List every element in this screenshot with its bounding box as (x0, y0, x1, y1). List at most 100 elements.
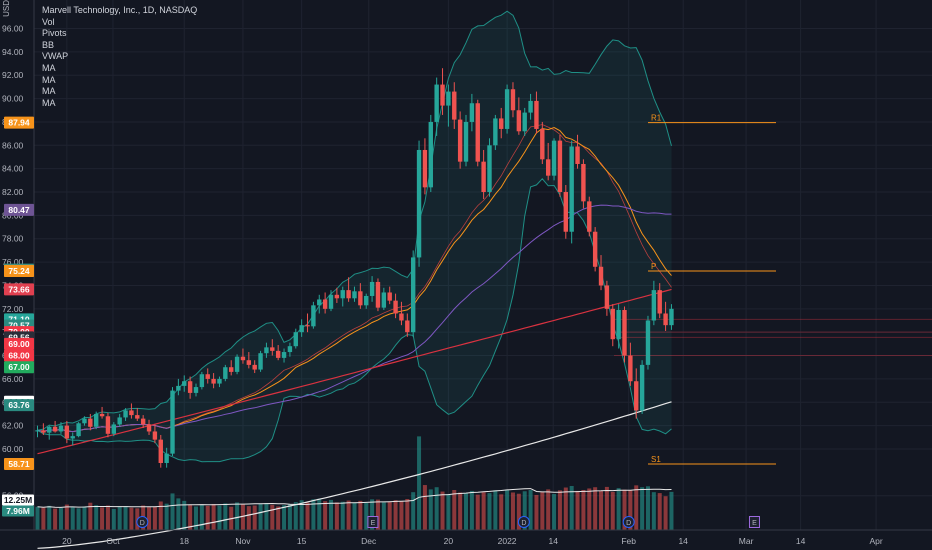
y-tick-label-16: 90.00 (2, 94, 24, 104)
y-tick-label-1: 60.00 (2, 444, 24, 454)
candle-body-65 (416, 149, 422, 258)
volume-bar-51 (334, 502, 339, 530)
volume-bar-11 (100, 507, 105, 530)
y-tick-label-2: 62.00 (2, 421, 24, 431)
volume-bar-22 (164, 503, 169, 530)
volume-bar-104 (645, 486, 650, 530)
candle-body-105 (651, 290, 657, 321)
x-tick-label-6: 20 (444, 536, 454, 546)
event-marker-4[interactable]: E (748, 516, 760, 528)
candle-body-75 (475, 103, 480, 162)
indicator-pivots[interactable]: Pivots (42, 28, 67, 39)
event-marker-1[interactable]: E (367, 516, 379, 528)
volume-bar-78 (493, 490, 498, 530)
volume-badge-0 (2, 494, 34, 506)
volume-badge-text-1: 7.96M (6, 506, 30, 516)
indicator-ma-1[interactable]: MA (42, 62, 56, 73)
candle-body-61 (393, 300, 398, 314)
symbol-title[interactable]: Marvell Technology, Inc., 1D, NASDAQ (42, 5, 198, 15)
candle-body-24 (176, 385, 181, 391)
candle-body-71 (452, 91, 457, 120)
volume-bar-98 (610, 491, 615, 530)
volume-bar-12 (105, 505, 110, 530)
volume-bar-77 (487, 493, 492, 530)
volume-bar-100 (622, 489, 627, 530)
volume-bar-1 (41, 507, 46, 530)
volume-bar-19 (147, 507, 152, 530)
candle-body-25 (182, 381, 187, 386)
y-tick-label-12: 82.00 (2, 187, 24, 197)
price-badge-12 (4, 361, 34, 374)
candle-body-108 (669, 308, 674, 326)
candle-body-52 (340, 290, 345, 299)
volume-bar-35 (240, 504, 245, 530)
candle-body-15 (123, 410, 128, 418)
volume-bar-108 (669, 491, 674, 530)
volume-bar-79 (499, 494, 504, 530)
candle-body-11 (99, 413, 105, 417)
indicator-ma-2[interactable]: MA (42, 74, 56, 85)
time-axis[interactable]: 20 Oct 18 Nov 15 Dec 20 2022 14 Feb 14 Mar 14 Apr (0, 529, 932, 546)
candle-body-29 (205, 374, 210, 379)
volume-bar-6 (70, 507, 75, 530)
y-tick-label-4: 66.00 (2, 374, 24, 384)
candle-body-38 (258, 353, 263, 370)
indicator-ma-4[interactable]: MA (42, 97, 56, 108)
volume-bar-105 (651, 492, 656, 530)
volume-bar-72 (458, 492, 463, 530)
volume-bar-30 (211, 503, 216, 530)
volume-bar-85 (534, 494, 539, 530)
volume-bar-4 (58, 507, 63, 530)
price-badge-1 (4, 203, 34, 216)
event-marker-3[interactable]: D (622, 516, 635, 528)
candle-body-18 (140, 418, 146, 425)
candle-body-8 (82, 418, 87, 424)
price-badge-4 (4, 264, 34, 277)
candle-body-10 (94, 413, 99, 427)
volume-bar-31 (217, 505, 222, 530)
candlestick-series[interactable] (35, 68, 674, 468)
indicator-vwap[interactable]: VWAP (42, 51, 69, 62)
volume-bar-96 (599, 490, 604, 530)
volume-bar-64 (411, 492, 416, 530)
volume-bar-69 (440, 491, 445, 530)
candle-body-70 (446, 91, 451, 106)
volume-bar-84 (528, 490, 533, 530)
indicator-bb[interactable]: BB (42, 39, 55, 50)
volume-bars (35, 436, 674, 530)
price-badge-text-9: 69.56 (8, 332, 30, 342)
event-letter: D (626, 520, 631, 527)
candle-body-69 (440, 84, 445, 106)
candle-body-72 (457, 119, 463, 162)
price-badge-text-14: 63.76 (8, 400, 30, 410)
volume-bar-34 (235, 502, 240, 530)
candle-body-35 (240, 356, 246, 361)
price-badge-text-5: 73.66 (8, 284, 30, 294)
candle-body-33 (229, 367, 234, 372)
price-badge-15 (4, 458, 34, 471)
candle-body-97 (604, 285, 610, 309)
indicator-vol[interactable]: Vol (42, 16, 55, 27)
candle-body-91 (569, 146, 574, 232)
volume-bar-25 (182, 500, 187, 530)
volume-bar-62 (399, 501, 404, 530)
candle-body-99 (616, 309, 621, 340)
candle-body-5 (64, 425, 70, 439)
volume-bar-67 (428, 489, 433, 530)
volume-bar-95 (593, 487, 598, 530)
event-marker-0[interactable]: D (136, 516, 149, 528)
volume-bar-21 (158, 501, 163, 530)
volume-bar-41 (276, 506, 281, 530)
indicator-ma-3[interactable]: MA (42, 86, 56, 97)
volume-bar-20 (152, 506, 157, 530)
volume-bar-48 (317, 498, 322, 530)
y-tick-label-18: 94.00 (2, 47, 24, 57)
event-marker-2[interactable]: D (517, 516, 530, 528)
volume-bar-99 (616, 488, 621, 530)
volume-bar-66 (422, 485, 427, 530)
volume-bar-23 (170, 493, 175, 530)
candle-body-107 (663, 313, 668, 326)
event-letter: E (752, 520, 757, 527)
